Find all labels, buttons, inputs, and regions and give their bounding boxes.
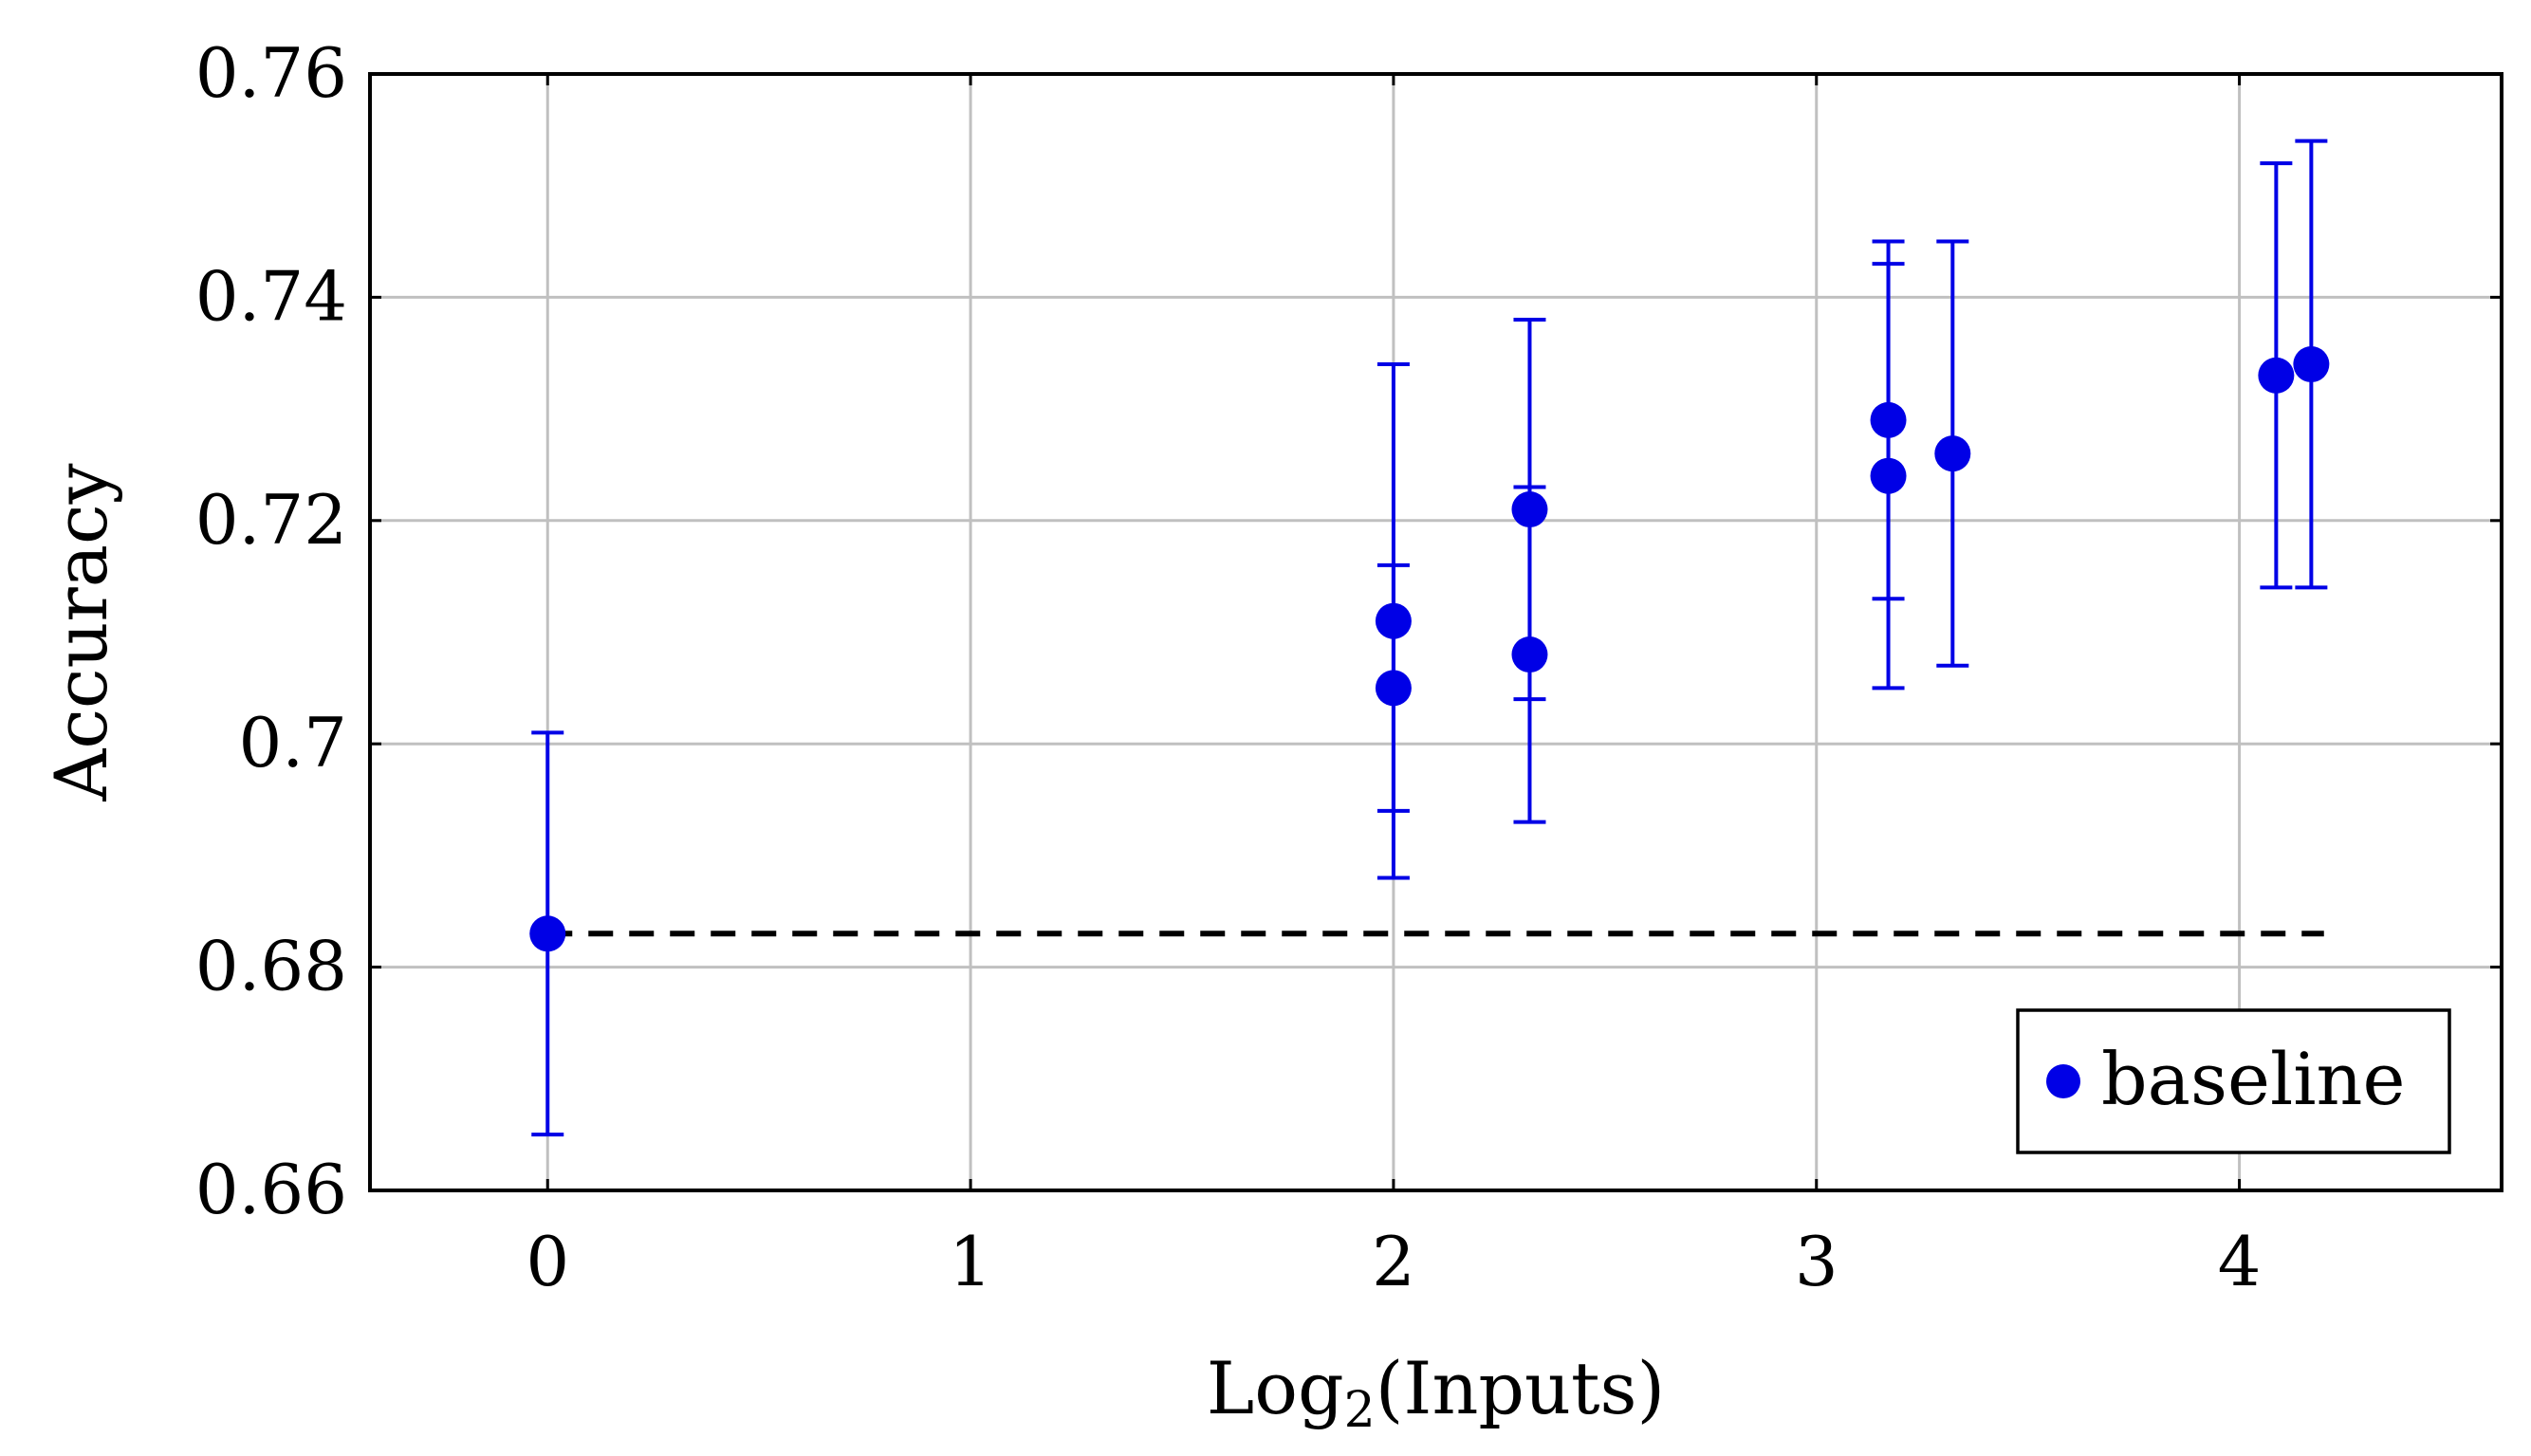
- x-tick-label: 0: [526, 1222, 569, 1301]
- axis-ticks: 0 1 2 3 4 0.66 0.68 0.7 0.72 0.74 0.76: [195, 33, 2502, 1301]
- data-point: [1934, 435, 1971, 472]
- x-axis-label-subscript: 2: [1344, 1382, 1376, 1439]
- legend: baseline: [2016, 1008, 2451, 1154]
- data-series-baseline: [529, 138, 2330, 1137]
- x-axis-label-base: Log: [1207, 1346, 1344, 1430]
- y-tick-label: 0.7: [238, 703, 347, 783]
- data-point: [2293, 346, 2330, 383]
- y-tick-label: 0.74: [195, 256, 347, 336]
- data-point: [1511, 491, 1548, 528]
- data-point: [1375, 670, 1412, 707]
- legend-label-baseline: baseline: [2101, 1037, 2405, 1121]
- x-tick-label: 3: [1795, 1222, 1838, 1301]
- legend-box: [2016, 1008, 2451, 1154]
- x-tick-label: 2: [1372, 1222, 1415, 1301]
- x-axis-label-rest: (Inputs): [1376, 1346, 1665, 1430]
- data-point: [2258, 357, 2295, 394]
- y-tick-label: 0.68: [195, 927, 347, 1006]
- y-tick-label: 0.76: [195, 33, 347, 113]
- data-point: [1870, 401, 1907, 438]
- y-tick-label: 0.72: [195, 480, 347, 560]
- data-point: [1870, 457, 1907, 494]
- x-axis-label: Log2(Inputs): [1207, 1346, 1665, 1439]
- y-axis-label: Accuracy: [39, 463, 123, 802]
- y-tick-label: 0.66: [195, 1150, 347, 1229]
- data-point: [1511, 636, 1548, 673]
- x-tick-label: 4: [2218, 1222, 2262, 1301]
- data-point: [1375, 602, 1412, 639]
- plot-area-frame: [368, 72, 2503, 1192]
- data-point: [529, 915, 566, 952]
- x-tick-label: 1: [949, 1222, 992, 1301]
- legend-marker-baseline: [2046, 1064, 2080, 1098]
